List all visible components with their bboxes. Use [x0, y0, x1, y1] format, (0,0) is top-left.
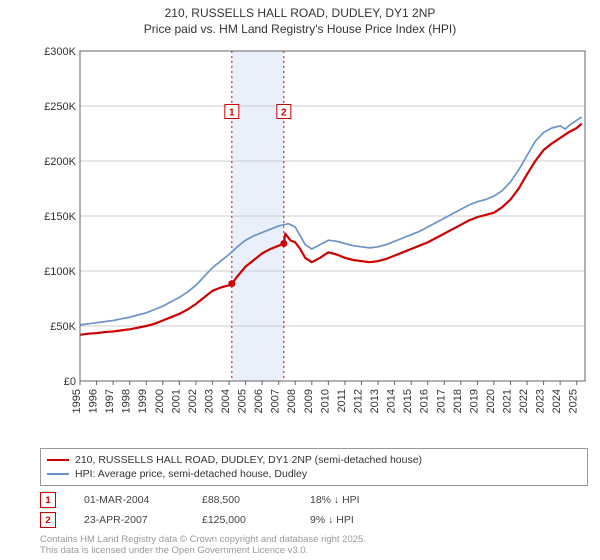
svg-text:2025: 2025 [568, 389, 580, 413]
chart-title: 210, RUSSELLS HALL ROAD, DUDLEY, DY1 2NP… [0, 0, 600, 37]
legend-label: 210, RUSSELLS HALL ROAD, DUDLEY, DY1 2NP… [75, 454, 422, 466]
svg-text:2018: 2018 [452, 389, 464, 413]
svg-text:2016: 2016 [419, 389, 431, 413]
title-line-1: 210, RUSSELLS HALL ROAD, DUDLEY, DY1 2NP [0, 6, 600, 22]
svg-text:1999: 1999 [137, 389, 149, 413]
svg-text:1996: 1996 [88, 389, 100, 413]
svg-text:2014: 2014 [386, 389, 398, 413]
footnote: Contains HM Land Registry data © Crown c… [40, 534, 366, 557]
svg-text:2019: 2019 [468, 389, 480, 413]
svg-text:2007: 2007 [270, 389, 282, 413]
svg-text:2023: 2023 [535, 389, 547, 413]
svg-text:1: 1 [229, 108, 235, 119]
marker-row: 2 23-APR-2007 £125,000 9% ↓ HPI [40, 510, 360, 530]
title-line-2: Price paid vs. HM Land Registry's House … [0, 22, 600, 38]
marker-row: 1 01-MAR-2004 £88,500 18% ↓ HPI [40, 490, 360, 510]
marker-price: £125,000 [202, 514, 282, 526]
svg-text:2011: 2011 [336, 389, 348, 413]
marker-date: 01-MAR-2004 [84, 494, 174, 506]
svg-text:2009: 2009 [303, 389, 315, 413]
legend-swatch [47, 459, 69, 461]
svg-text:2013: 2013 [369, 389, 381, 413]
svg-text:2004: 2004 [220, 389, 232, 413]
svg-text:2000: 2000 [154, 389, 166, 413]
svg-text:2006: 2006 [253, 389, 265, 413]
svg-text:2017: 2017 [435, 389, 447, 413]
svg-text:£100K: £100K [44, 266, 76, 278]
svg-text:£0: £0 [64, 376, 76, 388]
marker-table: 1 01-MAR-2004 £88,500 18% ↓ HPI 2 23-APR… [40, 490, 360, 530]
legend-label: HPI: Average price, semi-detached house,… [75, 468, 307, 480]
legend-swatch [47, 473, 69, 475]
footnote-line-1: Contains HM Land Registry data © Crown c… [40, 534, 366, 545]
svg-text:£200K: £200K [44, 156, 76, 168]
marker-delta: 9% ↓ HPI [310, 514, 354, 526]
svg-text:2005: 2005 [237, 389, 249, 413]
svg-text:1998: 1998 [121, 389, 133, 413]
footnote-line-2: This data is licensed under the Open Gov… [40, 545, 366, 556]
svg-text:2002: 2002 [187, 389, 199, 413]
svg-text:2020: 2020 [485, 389, 497, 413]
svg-text:1995: 1995 [71, 389, 83, 413]
svg-text:2008: 2008 [286, 389, 298, 413]
svg-text:2022: 2022 [518, 389, 530, 413]
chart-area: £0 £50K £100K £150K £200K £250K £300K 1 2 1995 199… [40, 46, 590, 416]
marker-price: £88,500 [202, 494, 282, 506]
svg-text:2012: 2012 [352, 389, 364, 413]
legend-item: HPI: Average price, semi-detached house,… [47, 467, 581, 481]
svg-text:2015: 2015 [402, 389, 414, 413]
line-chart: £0 £50K £100K £150K £200K £250K £300K 1 2 1995 199… [40, 46, 590, 416]
svg-text:£300K: £300K [44, 46, 76, 58]
svg-text:£50K: £50K [50, 321, 76, 333]
marker-badge: 1 [40, 492, 56, 508]
svg-text:2: 2 [281, 108, 287, 119]
svg-text:1997: 1997 [104, 389, 116, 413]
svg-text:2010: 2010 [319, 389, 331, 413]
marker-delta: 18% ↓ HPI [310, 494, 360, 506]
marker-badge: 2 [40, 512, 56, 528]
svg-text:2001: 2001 [170, 389, 182, 413]
marker-date: 23-APR-2007 [84, 514, 174, 526]
svg-text:£150K: £150K [44, 211, 76, 223]
svg-text:2003: 2003 [203, 389, 215, 413]
svg-text:£250K: £250K [44, 101, 76, 113]
svg-text:2024: 2024 [551, 389, 563, 413]
legend-item: 210, RUSSELLS HALL ROAD, DUDLEY, DY1 2NP… [47, 453, 581, 467]
svg-text:2021: 2021 [501, 389, 513, 413]
legend: 210, RUSSELLS HALL ROAD, DUDLEY, DY1 2NP… [40, 448, 588, 486]
